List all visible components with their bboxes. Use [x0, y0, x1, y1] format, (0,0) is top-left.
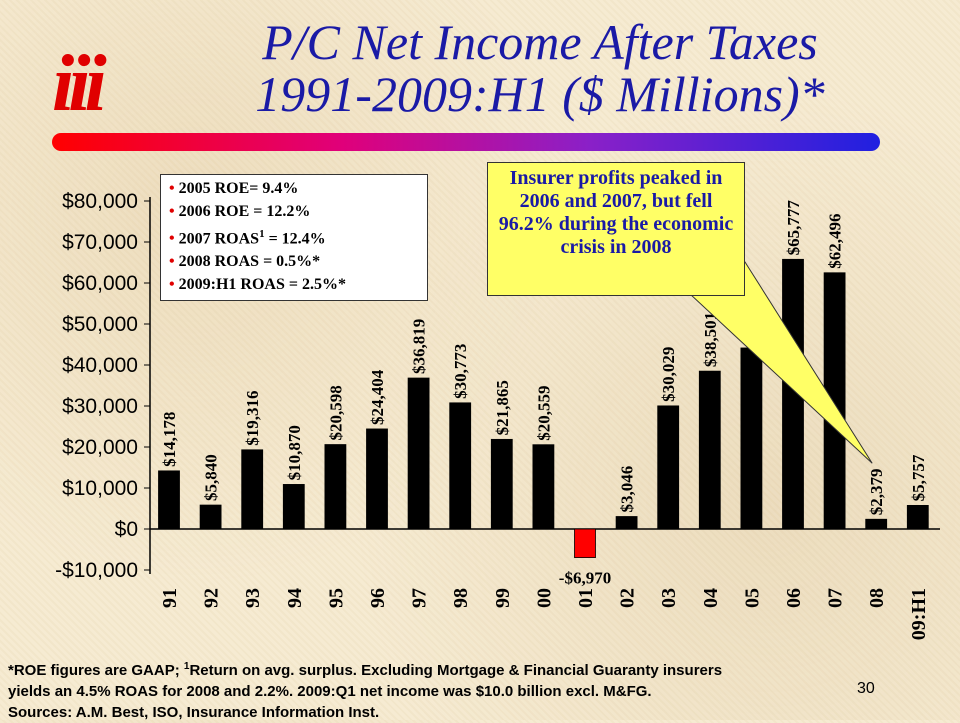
data-label: $30,773 — [451, 344, 470, 399]
category-label: 92 — [201, 588, 223, 608]
title-line-1: P/C Net Income After Taxes — [262, 14, 818, 70]
title-line-2: 1991-2009:H1 ($ Millions)* — [255, 66, 825, 122]
category-label: 99 — [492, 588, 514, 608]
data-label: -$6,970 — [559, 569, 611, 588]
data-label: $14,178 — [160, 412, 179, 467]
category-label: 95 — [325, 588, 347, 608]
bar — [698, 370, 721, 530]
bar — [865, 518, 888, 530]
category-label: 97 — [409, 588, 431, 608]
bar — [532, 444, 555, 530]
data-label: $65,777 — [784, 200, 803, 256]
bar — [282, 484, 305, 530]
stats-item: • 2009:H1 ROAS = 2.5%* — [169, 276, 346, 294]
bullet-icon: • — [169, 203, 175, 220]
category-label: 04 — [700, 588, 722, 608]
stats-item: • 2006 ROE = 12.2% — [169, 203, 311, 220]
page-number: 30 — [857, 680, 875, 697]
category-label: 96 — [367, 588, 389, 608]
category-label: 03 — [658, 588, 680, 608]
y-tick-label: $80,000 — [62, 190, 138, 213]
data-label: $19,316 — [243, 391, 262, 446]
chart-title: P/C Net Income After Taxes 1991-2009:H1 … — [190, 16, 890, 120]
data-label: $38,501 — [701, 312, 720, 367]
category-label: 08 — [866, 588, 888, 608]
y-tick-label: $20,000 — [62, 436, 138, 459]
data-label: $5,757 — [909, 454, 928, 501]
stats-item: • 2005 ROE= 9.4% — [169, 180, 299, 197]
data-label: $20,598 — [326, 385, 345, 440]
category-label: 01 — [575, 588, 597, 608]
title-underline-gradient — [52, 133, 880, 151]
bar — [490, 438, 513, 530]
bar — [241, 449, 264, 530]
footnote: *ROE figures are GAAP; 1Return on avg. s… — [8, 656, 913, 723]
bar — [158, 470, 180, 530]
bar — [615, 516, 638, 530]
data-label: $3,046 — [618, 466, 637, 513]
category-label: 05 — [741, 588, 763, 608]
footnote-line-3: Sources: A.M. Best, ISO, Insurance Infor… — [8, 704, 380, 721]
footnote-line-1: *ROE figures are GAAP; 1Return on avg. s… — [8, 661, 723, 679]
data-label: $5,840 — [202, 454, 221, 501]
stats-item: • 2007 ROAS1 = 12.4% — [169, 228, 326, 248]
data-label: $24,404 — [368, 369, 387, 425]
bar — [740, 347, 763, 530]
data-label: $10,870 — [285, 425, 304, 480]
bullet-icon: • — [169, 253, 175, 271]
footnote-line-2: yields an 4.5% ROAS for 2008 and 2.2%. 2… — [8, 683, 652, 700]
y-tick-label: $70,000 — [62, 231, 138, 254]
bar — [449, 402, 472, 530]
iii-logo: iii — [52, 40, 107, 128]
category-label: 93 — [242, 588, 264, 608]
bar — [574, 528, 596, 558]
category-label: 98 — [450, 588, 472, 608]
bar — [657, 405, 680, 530]
bullet-icon: • — [169, 276, 175, 294]
y-tick-label: $0 — [115, 518, 138, 541]
bar — [324, 444, 347, 530]
data-label: $62,496 — [826, 214, 845, 269]
stats-item: • 2008 ROAS = 0.5%* — [169, 253, 321, 271]
category-label: 00 — [533, 588, 555, 608]
category-label: 07 — [825, 588, 847, 608]
data-label: $21,865 — [493, 380, 512, 435]
bar — [407, 377, 430, 530]
category-label: 09:H1 — [908, 588, 930, 640]
data-label: $2,379 — [867, 468, 886, 515]
category-label: 02 — [617, 588, 639, 608]
y-tick-label: $50,000 — [62, 313, 138, 336]
data-label: $20,559 — [534, 385, 553, 440]
y-tick-label: $60,000 — [62, 272, 138, 295]
bar — [199, 504, 222, 530]
bullet-icon: • — [169, 180, 175, 197]
y-tick-label: -$10,000 — [55, 559, 138, 582]
bar — [906, 504, 929, 530]
callout-box: Insurer profits peaked in 2006 and 2007,… — [487, 162, 745, 296]
bullet-icon: • — [169, 230, 175, 248]
data-label: $30,029 — [659, 347, 678, 402]
category-label: 06 — [783, 588, 805, 608]
stats-box: • 2005 ROE= 9.4% • 2006 ROE = 12.2% • 2007 … — [160, 174, 428, 302]
category-label: 94 — [284, 588, 306, 608]
category-label: 91 — [159, 588, 181, 608]
y-tick-label: $40,000 — [62, 354, 138, 377]
y-tick-label: $30,000 — [62, 395, 138, 418]
bar — [366, 428, 388, 530]
data-label: $36,819 — [410, 319, 429, 374]
y-tick-label: $10,000 — [62, 477, 138, 500]
